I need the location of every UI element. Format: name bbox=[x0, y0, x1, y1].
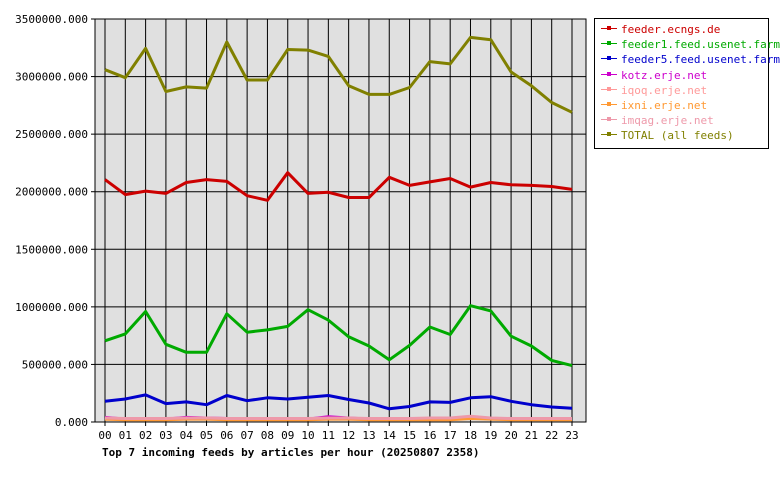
legend-item: iqoq.erje.net bbox=[601, 84, 771, 98]
x-tick-label: 23 bbox=[565, 429, 578, 442]
x-tick-label: 01 bbox=[119, 429, 132, 442]
y-tick-label: 0.000 bbox=[55, 416, 88, 429]
legend-swatch bbox=[601, 70, 617, 80]
series-line-2 bbox=[104, 393, 573, 411]
legend-swatch bbox=[601, 39, 617, 49]
x-tick-label: 00 bbox=[98, 429, 111, 442]
legend-swatch bbox=[601, 85, 617, 95]
x-tick-label: 15 bbox=[403, 429, 416, 442]
x-axis-tick-labels: 00 01 02 03 04 05 06 07 08 09 10 11 12 13 14 15 16 17 18 19… bbox=[98, 429, 578, 442]
legend-item: ixni.erje.net bbox=[601, 99, 771, 113]
x-tick-label: 22 bbox=[545, 429, 558, 442]
legend-label: kotz.erje.net bbox=[621, 68, 708, 82]
x-tick-label: 04 bbox=[180, 429, 194, 442]
chart-title: Top 7 incoming feeds by articles per hou… bbox=[102, 446, 480, 459]
series-line-0 bbox=[104, 171, 573, 202]
series-lines bbox=[104, 35, 573, 422]
series-line-1 bbox=[104, 304, 573, 368]
x-tick-label: 19 bbox=[484, 429, 497, 442]
legend-label: feeder1.feed.usenet.farm bbox=[621, 38, 780, 52]
series-line-6 bbox=[104, 414, 572, 420]
x-tick-label: 06 bbox=[220, 429, 233, 442]
y-tick-label: 3500000.000 bbox=[15, 13, 88, 26]
legend-item: feeder.ecngs.de bbox=[601, 23, 771, 37]
x-tick-label: 08 bbox=[261, 429, 274, 442]
x-tick-label: 18 bbox=[464, 429, 477, 442]
x-tick-label: 05 bbox=[200, 429, 213, 442]
legend-item: feeder1.feed.usenet.farm bbox=[601, 38, 780, 52]
y-tick-label: 3000000.000 bbox=[15, 71, 88, 84]
series-line-7 bbox=[104, 35, 573, 114]
legend-label: feeder5.feed.usenet.farm bbox=[621, 53, 780, 67]
legend-item: TOTAL (all feeds) bbox=[601, 129, 771, 143]
y-tick-label: 500000.000 bbox=[22, 358, 88, 371]
legend-swatch bbox=[601, 54, 617, 64]
legend-label: TOTAL (all feeds) bbox=[621, 129, 734, 143]
legend-label: imqag.erje.net bbox=[621, 114, 714, 128]
legend-item: feeder5.feed.usenet.farm bbox=[601, 53, 780, 67]
y-tick-label: 2500000.000 bbox=[15, 128, 88, 141]
legend-label: iqoq.erje.net bbox=[621, 83, 708, 97]
x-tick-label: 17 bbox=[444, 429, 457, 442]
legend-swatch bbox=[601, 24, 617, 34]
x-tick-label: 12 bbox=[342, 429, 355, 442]
x-tick-label: 20 bbox=[504, 429, 517, 442]
legend-label: feeder.ecngs.de bbox=[621, 23, 721, 36]
legend-swatch bbox=[601, 115, 617, 125]
plot-area bbox=[94, 18, 587, 423]
y-tick-label: 2000000.000 bbox=[15, 186, 88, 199]
legend-swatch bbox=[601, 130, 617, 140]
x-tick-label: 02 bbox=[139, 429, 152, 442]
x-tick-label: 11 bbox=[322, 429, 335, 442]
legend-item: imqag.erje.net bbox=[601, 114, 771, 128]
x-tick-label: 16 bbox=[423, 429, 436, 442]
x-tick-label: 03 bbox=[159, 429, 172, 442]
x-tick-label: 13 bbox=[362, 429, 375, 442]
x-tick-label: 21 bbox=[525, 429, 538, 442]
x-tick-label: 09 bbox=[281, 429, 294, 442]
y-tick-label: 1500000.000 bbox=[15, 243, 88, 256]
x-tick-label: 10 bbox=[301, 429, 314, 442]
legend-swatch bbox=[601, 100, 617, 110]
y-axis-tick-labels: 0.000 500000.000 1000000.000 1500000.000 200… bbox=[15, 13, 88, 429]
legend-item: kotz.erje.net bbox=[601, 69, 771, 83]
legend-label: ixni.erje.net bbox=[621, 99, 708, 112]
x-tick-label: 07 bbox=[241, 429, 254, 442]
legend: feeder.ecngs.de feeder1.feed.usenet.farm f… bbox=[594, 18, 780, 149]
x-tick-label: 14 bbox=[383, 429, 397, 442]
y-tick-label: 1000000.000 bbox=[15, 301, 88, 314]
